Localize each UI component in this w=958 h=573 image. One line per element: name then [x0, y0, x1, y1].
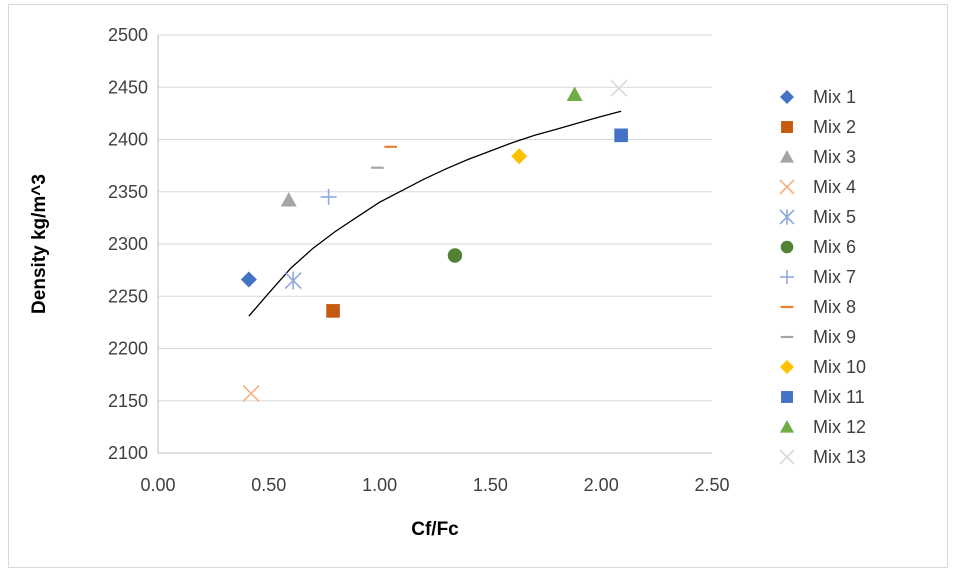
data-point-mix-10	[511, 148, 528, 165]
legend-label: Mix 2	[813, 117, 856, 137]
data-point-mix-7	[320, 188, 337, 205]
density-scatter-chart: 2100 2150 2200 2250 2300 2350 2400 2450 2500 0.00…	[29, 25, 866, 540]
y-tick-label: 2250	[108, 286, 148, 306]
legend-label: Mix 7	[813, 267, 856, 287]
legend-marker	[779, 449, 795, 465]
x-tick-label: 1.50	[473, 475, 508, 495]
y-axis-title: Density kg/m^3	[29, 174, 50, 314]
legend-marker	[779, 179, 795, 195]
data-point-mix-3	[280, 192, 297, 207]
legend-marker	[780, 150, 794, 163]
x-tick-label: 2.00	[584, 475, 619, 495]
y-tick-label: 2350	[108, 182, 148, 202]
trendline-layer	[248, 110, 622, 317]
y-tick-label: 2100	[108, 443, 148, 463]
legend-marker	[780, 90, 794, 104]
y-tick-label: 2300	[108, 234, 148, 254]
legend-marker	[780, 420, 794, 433]
legend: Mix 1 Mix 2 Mix 3 Mix 4 Mix 5 Mix 6 Mix 7 Mix 8…	[779, 87, 866, 467]
chart-frame: 2100 2150 2200 2250 2300 2350 2400 2450 2500 0.00…	[8, 4, 948, 568]
legend-label: Mix 4	[813, 177, 856, 197]
data-point-mix-13	[610, 79, 628, 97]
data-point-mix-11	[614, 128, 628, 143]
y-tick-label: 2500	[108, 25, 148, 45]
y-tick-label: 2200	[108, 339, 148, 359]
y-tick-label: 2450	[108, 77, 148, 97]
legend-label: Mix 5	[813, 207, 856, 227]
legend-item-mix-13: Mix 13	[779, 447, 866, 467]
legend-marker	[780, 360, 794, 374]
legend-label: Mix 9	[813, 327, 856, 347]
legend-label: Mix 1	[813, 87, 856, 107]
legend-marker	[781, 391, 793, 403]
legend-label: Mix 13	[813, 447, 866, 467]
x-tick-label: 2.50	[694, 475, 729, 495]
x-tick-label: 1.00	[362, 475, 397, 495]
y-tick-label: 2150	[108, 391, 148, 411]
legend-item-mix-12: Mix 12	[780, 417, 866, 437]
legend-item-mix-4: Mix 4	[779, 177, 856, 197]
data-point-mix-6	[447, 248, 463, 263]
data-point-mix-4	[242, 384, 260, 403]
legend-item-mix-11: Mix 11	[781, 387, 865, 407]
x-tick-label: 0.00	[140, 475, 175, 495]
legend-item-mix-5: Mix 5	[779, 207, 856, 227]
x-axis-title: Cf/Fc	[411, 519, 459, 540]
legend-marker	[781, 121, 793, 133]
y-tick-label: 2400	[108, 130, 148, 150]
data-point-mix-1	[240, 271, 257, 288]
x-tick-label: 0.50	[251, 475, 286, 495]
legend-label: Mix 10	[813, 357, 866, 377]
legend-label: Mix 11	[813, 387, 865, 407]
legend-item-mix-10: Mix 10	[780, 357, 866, 377]
legend-item-mix-6: Mix 6	[780, 237, 856, 257]
legend-marker	[779, 209, 795, 225]
legend-label: Mix 3	[813, 147, 856, 167]
legend-item-mix-7: Mix 7	[780, 267, 856, 287]
data-point-mix-5	[284, 271, 302, 290]
trendline	[248, 110, 622, 317]
legend-marker	[780, 240, 794, 254]
legend-item-mix-3: Mix 3	[780, 147, 856, 167]
legend-marker	[780, 270, 794, 284]
data-point-mix-12	[566, 86, 583, 101]
data-points	[240, 79, 628, 403]
legend-label: Mix 8	[813, 297, 856, 317]
legend-item-mix-1: Mix 1	[780, 87, 856, 107]
legend-label: Mix 12	[813, 417, 866, 437]
axes: 2100 2150 2200 2250 2300 2350 2400 2450 2500 0.00…	[108, 25, 730, 495]
data-point-mix-2	[326, 304, 340, 318]
legend-item-mix-9: Mix 9	[780, 327, 856, 347]
legend-item-mix-2: Mix 2	[781, 117, 856, 137]
legend-item-mix-8: Mix 8	[780, 297, 856, 317]
gridlines	[158, 34, 712, 454]
legend-label: Mix 6	[813, 237, 856, 257]
